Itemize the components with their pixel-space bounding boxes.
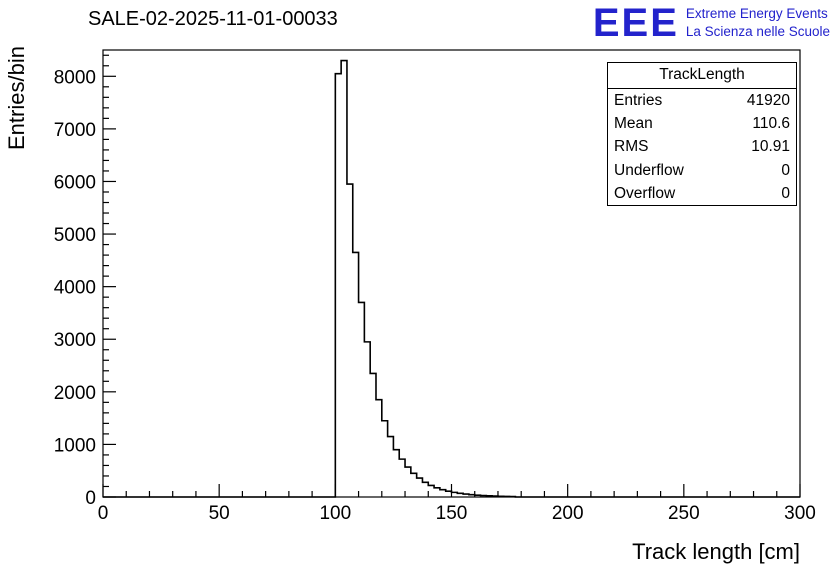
y-tick-label: 1000 [54,435,96,456]
stats-label: Entries [614,92,663,110]
y-tick-label: 0 [85,488,96,509]
stats-label: Underflow [614,161,684,179]
stats-row-mean: Mean 110.6 [608,112,796,135]
y-tick-label: 8000 [54,67,96,88]
histogram-line [103,59,800,498]
x-tick-label: 150 [436,503,468,524]
y-tick-label: 2000 [54,383,96,404]
y-tick-label: 7000 [54,120,96,141]
stats-value: 110.6 [752,115,790,133]
stats-value: 10.91 [751,138,790,156]
y-tick-label: 5000 [54,225,96,246]
eee-logo: EEE Extreme Energy Events La Scienza nel… [593,3,830,43]
eee-logo-subtitle: Extreme Energy Events La Scienza nelle S… [686,5,830,40]
stats-row-rms: RMS 10.91 [608,135,796,158]
stats-value: 0 [781,161,790,179]
x-tick-label: 100 [319,503,351,524]
stats-box-title: TrackLength [608,63,796,90]
stats-row-underflow: Underflow 0 [608,159,796,182]
stats-label: RMS [614,138,649,156]
y-tick-label: 6000 [54,172,96,193]
x-tick-label: 50 [209,503,230,524]
stats-box: TrackLength Entries 41920 Mean 110.6 RMS… [607,62,797,206]
x-axis-title: Track length [cm] [632,539,800,564]
y-tick-label: 3000 [54,330,96,351]
stats-label: Overflow [614,184,676,202]
stats-row-entries: Entries 41920 [608,89,796,112]
plot-title: SALE-02-2025-11-01-00033 [88,8,338,30]
x-tick-label: 200 [552,503,584,524]
x-tick-label: 250 [668,503,700,524]
stats-row-overflow: Overflow 0 [608,182,796,205]
stats-value: 41920 [746,92,790,110]
y-tick-label: 4000 [54,278,96,299]
stats-value: 0 [781,184,790,202]
eee-logo-line-2: La Scienza nelle Scuole [685,24,830,39]
x-tick-label: 0 [98,503,109,524]
x-tick-label: 300 [784,503,816,524]
eee-logo-line-1: Extreme Energy Events [685,6,828,22]
stats-label: Mean [614,115,653,133]
eee-logo-text: EEE [592,1,679,45]
